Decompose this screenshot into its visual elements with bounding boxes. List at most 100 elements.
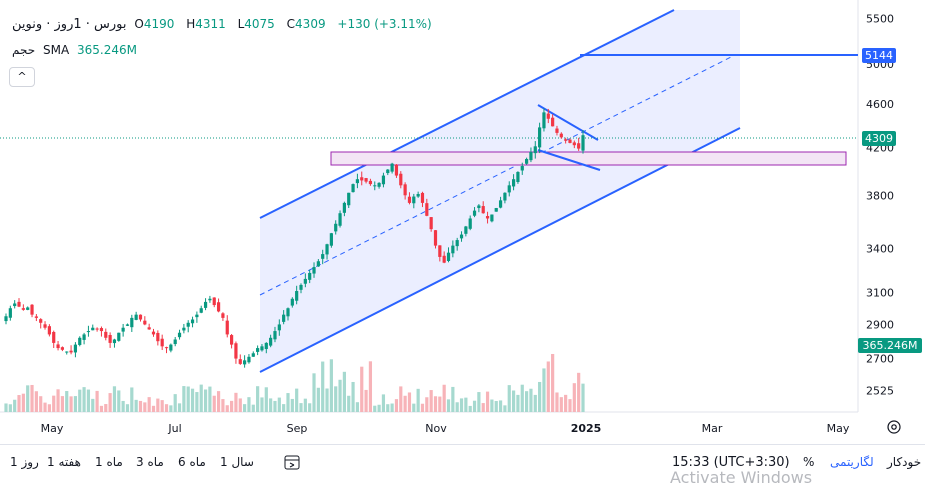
volume-bar	[173, 394, 177, 412]
channel-lower-line[interactable]	[259, 127, 741, 373]
volume-bar	[577, 372, 581, 412]
volume-bar	[177, 403, 182, 412]
volume-bar	[282, 404, 286, 412]
candle-body	[555, 128, 559, 133]
pattern-lower-line[interactable]	[537, 149, 601, 171]
candle-body	[30, 304, 34, 315]
volume-bar	[104, 404, 108, 412]
volume-bar	[334, 386, 338, 412]
candle-body	[442, 255, 446, 263]
time-tick-label: 2025	[571, 422, 602, 435]
candle-body	[60, 347, 64, 350]
time-tick-label: Nov	[425, 422, 447, 435]
volume-bar	[507, 385, 511, 412]
volume-bar	[151, 405, 156, 412]
gear-icon[interactable]	[887, 420, 901, 434]
volume-bar	[533, 394, 537, 412]
candle-body	[225, 320, 229, 335]
channel-middle-line[interactable]	[259, 54, 736, 296]
volume-bar	[568, 399, 572, 412]
volume-bar	[95, 390, 99, 412]
candle-body	[130, 317, 134, 328]
candle-body	[303, 278, 307, 284]
timeframe-1w[interactable]: 1 هفته	[47, 455, 81, 469]
volume-bar	[39, 396, 43, 412]
candle-body	[143, 320, 147, 325]
candle-body	[295, 291, 299, 301]
candle-body	[490, 214, 494, 222]
log-toggle[interactable]: لگاریتمی	[830, 455, 874, 469]
candle-body	[386, 169, 390, 174]
candle-body	[407, 196, 412, 203]
last-price-badge	[862, 131, 896, 146]
volume-indicator[interactable]: حجم SMA 365.246M	[12, 43, 141, 57]
candle-body	[112, 339, 117, 344]
timeframe-3m[interactable]: 3 ماه	[136, 455, 164, 469]
volume-bar	[260, 397, 264, 412]
ohlc-o-value: 4190	[143, 17, 175, 31]
candle-body	[308, 272, 312, 280]
ohlc-h: H4311	[186, 17, 226, 31]
candle-body	[121, 327, 125, 332]
volume-bar	[34, 391, 38, 412]
volume-bar	[160, 400, 164, 412]
clock-time[interactable]: 15:33 (UTC+3:30)	[672, 455, 790, 470]
candle-body	[151, 331, 156, 335]
volume-bar	[69, 396, 73, 412]
volume-bar	[47, 404, 51, 412]
timeframe-1m[interactable]: 1 ماه	[95, 455, 123, 469]
collapse-toggle-button[interactable]: ^	[9, 67, 35, 87]
volume-bar	[169, 405, 173, 412]
candle-body	[247, 356, 251, 363]
volume-bar	[82, 387, 86, 412]
volume-bar	[564, 394, 568, 412]
volume-bar	[485, 391, 490, 412]
timeframe-1y[interactable]: 1 سال	[220, 455, 254, 469]
candle-body	[477, 205, 481, 209]
last-price-label: 4309	[865, 132, 893, 145]
volume-bar	[147, 397, 151, 412]
volume-bar	[451, 386, 455, 412]
volume-bar	[108, 393, 112, 412]
volume-bar	[138, 400, 143, 412]
timeframe-1d[interactable]: 1 روز	[10, 455, 39, 469]
volume-bar	[312, 373, 316, 412]
channel-upper-line[interactable]	[259, 9, 675, 219]
candle-body	[34, 316, 38, 318]
volume-bar	[91, 398, 95, 412]
sr-zone[interactable]	[330, 151, 847, 166]
candle-body	[520, 166, 524, 171]
candle-body	[525, 158, 529, 164]
candle-body	[286, 308, 290, 317]
time-axis[interactable]: May Jul Sep Nov 2025 Mar May	[41, 422, 850, 435]
price-tick-label: 2525	[866, 385, 894, 398]
candle-body	[381, 175, 386, 185]
volume-bar	[390, 403, 394, 412]
auto-toggle[interactable]: خودکار	[887, 455, 922, 469]
candle-body	[47, 326, 51, 335]
target-price-badge	[862, 48, 896, 63]
volume-bar	[256, 386, 260, 412]
candle-body	[186, 322, 190, 327]
symbol-title[interactable]: بورس · 1روز · ونوین	[12, 17, 127, 32]
percent-toggle[interactable]: %	[803, 455, 815, 469]
candle-body	[108, 334, 112, 343]
target-price-label: 5144	[865, 49, 893, 62]
volume-bar	[21, 393, 25, 412]
candle-body	[243, 360, 247, 365]
volume-badge-label: 365.246M	[863, 339, 918, 352]
volume-bar	[360, 366, 364, 412]
candle-body	[373, 185, 377, 187]
volume-bar	[125, 404, 130, 412]
candle-body	[78, 337, 82, 345]
candle-body	[572, 142, 576, 146]
sma-label: SMA	[42, 43, 70, 57]
date-range-icon[interactable]	[283, 453, 301, 474]
volume-bar	[143, 402, 147, 412]
volume-bar	[117, 390, 121, 412]
volume-bar	[503, 405, 507, 412]
volume-bar	[247, 397, 251, 412]
timeframe-6m[interactable]: 6 ماه	[178, 455, 206, 469]
